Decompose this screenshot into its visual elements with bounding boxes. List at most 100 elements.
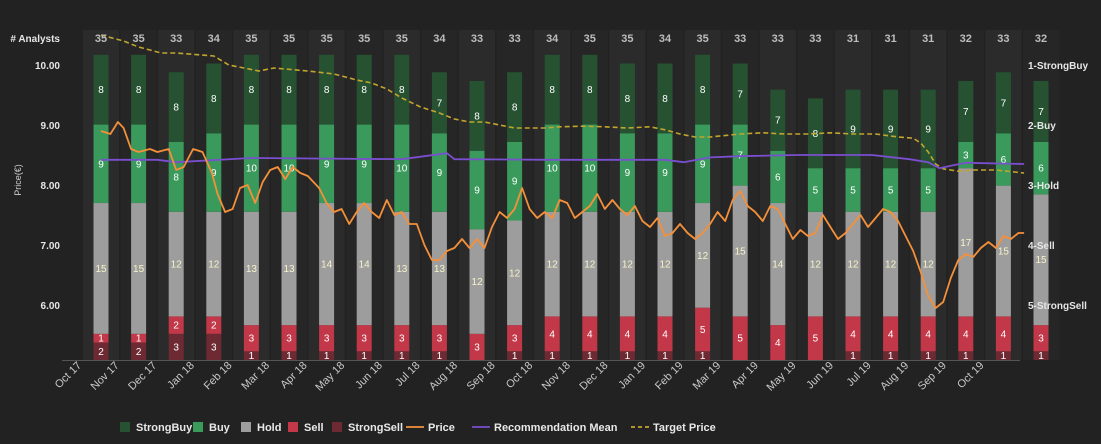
bar-buy: [845, 168, 861, 212]
segment-label-buy: 5: [850, 185, 856, 196]
segment-label-hold: 17: [960, 238, 972, 249]
bar-strongbuy: [356, 54, 372, 125]
bar-strongbuy: [507, 72, 523, 142]
segment-label-strongbuy: 7: [437, 98, 443, 109]
bar-strongsell: [356, 351, 372, 360]
bar-strongsell: [93, 342, 109, 360]
bar-strongbuy: [243, 54, 259, 125]
bar-strongsell: [431, 351, 447, 360]
segment-label-strongbuy: 8: [211, 94, 217, 105]
bar-hold: [883, 211, 899, 317]
segment-label-sell: 4: [888, 329, 894, 340]
bar-sell: [1033, 325, 1049, 352]
bar-sell: [695, 307, 711, 352]
series-lines: [100, 34, 1025, 309]
bar-hold: [356, 203, 372, 326]
bar-buy: [807, 168, 823, 212]
bar-sell: [243, 325, 259, 352]
bar-buy: [1033, 142, 1049, 195]
segment-label-strongsell: 1: [850, 351, 856, 362]
bar-buy: [732, 124, 748, 186]
bar-sell: [93, 333, 109, 343]
segment-label-hold: 14: [359, 260, 371, 271]
analyst-count: 35: [245, 33, 257, 45]
segment-label-sell: 4: [1001, 329, 1007, 340]
y-axis-title: Price(€): [13, 164, 23, 196]
bar-sell: [958, 316, 974, 352]
bar-strongbuy: [394, 54, 410, 125]
bar-buy: [995, 133, 1011, 186]
analyst-count: 35: [696, 33, 708, 45]
bar-sell: [544, 316, 560, 352]
segment-label-buy: 9: [700, 159, 706, 170]
segment-label-hold: 15: [95, 264, 107, 275]
bar-strongbuy: [995, 72, 1011, 134]
bar-hold: [281, 211, 297, 326]
segment-label-buy: 8: [173, 172, 179, 183]
legend-label: Price: [428, 422, 455, 434]
segment-label-buy: 6: [1038, 164, 1044, 175]
segment-label-strongbuy: 8: [700, 85, 706, 96]
segment-label-sell: 3: [1038, 334, 1044, 345]
bar-strongsell: [995, 351, 1011, 360]
segment-label-strongbuy: 9: [888, 124, 894, 135]
segment-label-sell: 3: [286, 334, 292, 345]
analyst-count: 33: [809, 33, 821, 45]
bar-strongsell: [206, 333, 222, 360]
segment-label-hold: 14: [772, 260, 784, 271]
bar-hold: [770, 203, 786, 326]
segment-label-hold: 12: [847, 260, 859, 271]
bar-hold: [168, 211, 184, 317]
segment-label-hold: 12: [171, 260, 183, 271]
bar-hold: [243, 211, 259, 326]
legend-swatch: [120, 422, 130, 432]
segment-label-hold: 13: [246, 264, 258, 275]
bar-strongsell: [920, 351, 936, 360]
bar-buy: [243, 124, 259, 212]
bar-sell: [619, 316, 635, 352]
segment-label-strongbuy: 8: [662, 94, 668, 105]
bar-hold: [995, 185, 1011, 317]
analyst-count: 31: [884, 33, 896, 45]
analyst-count: 31: [847, 33, 859, 45]
analyst-count: 35: [320, 33, 332, 45]
analyst-count: 35: [584, 33, 596, 45]
segment-label-sell: 4: [549, 329, 555, 340]
price-line: [100, 121, 1025, 309]
segment-label-buy: 3: [963, 151, 969, 162]
segment-label-sell: 3: [512, 334, 518, 345]
segment-label-strongsell: 1: [587, 351, 593, 362]
bar-buy: [469, 150, 485, 230]
bar-sell: [131, 333, 147, 343]
segment-label-strongsell: 1: [249, 351, 255, 362]
bar-strongsell: [1033, 351, 1049, 360]
segment-label-buy: 5: [925, 185, 931, 196]
bar-hold: [845, 211, 861, 317]
segment-label-sell: 4: [662, 329, 668, 340]
bar-strongbuy: [281, 54, 297, 125]
segment-label-hold: 12: [622, 260, 634, 271]
segment-label-strongbuy: 8: [625, 94, 631, 105]
bar-sell: [582, 316, 598, 352]
segment-label-strongbuy: 7: [1001, 98, 1007, 109]
right-tick-label: 3-Hold: [1028, 181, 1059, 192]
segment-label-buy: 10: [584, 164, 596, 175]
bar-strongsell: [131, 342, 147, 360]
segment-label-sell: 3: [399, 334, 405, 345]
segment-label-buy: 9: [474, 185, 480, 196]
bar-sell: [394, 325, 410, 352]
legend-label: Sell: [304, 422, 324, 434]
legend-label: StrongBuy: [136, 422, 193, 434]
analyst-count: 33: [997, 33, 1009, 45]
segment-label-strongbuy: 8: [474, 111, 480, 122]
legend-label: StrongSell: [348, 422, 403, 434]
segment-label-buy: 9: [662, 168, 668, 179]
analyst-count: 34: [546, 33, 559, 45]
segment-label-strongsell: 3: [211, 342, 217, 353]
segment-label-buy: 9: [98, 159, 104, 170]
bar-strongsell: [883, 351, 899, 360]
bar-hold: [469, 229, 485, 334]
bar-strongbuy: [431, 72, 447, 134]
bar-hold: [657, 211, 673, 317]
segment-label-strongbuy: 8: [98, 85, 104, 96]
